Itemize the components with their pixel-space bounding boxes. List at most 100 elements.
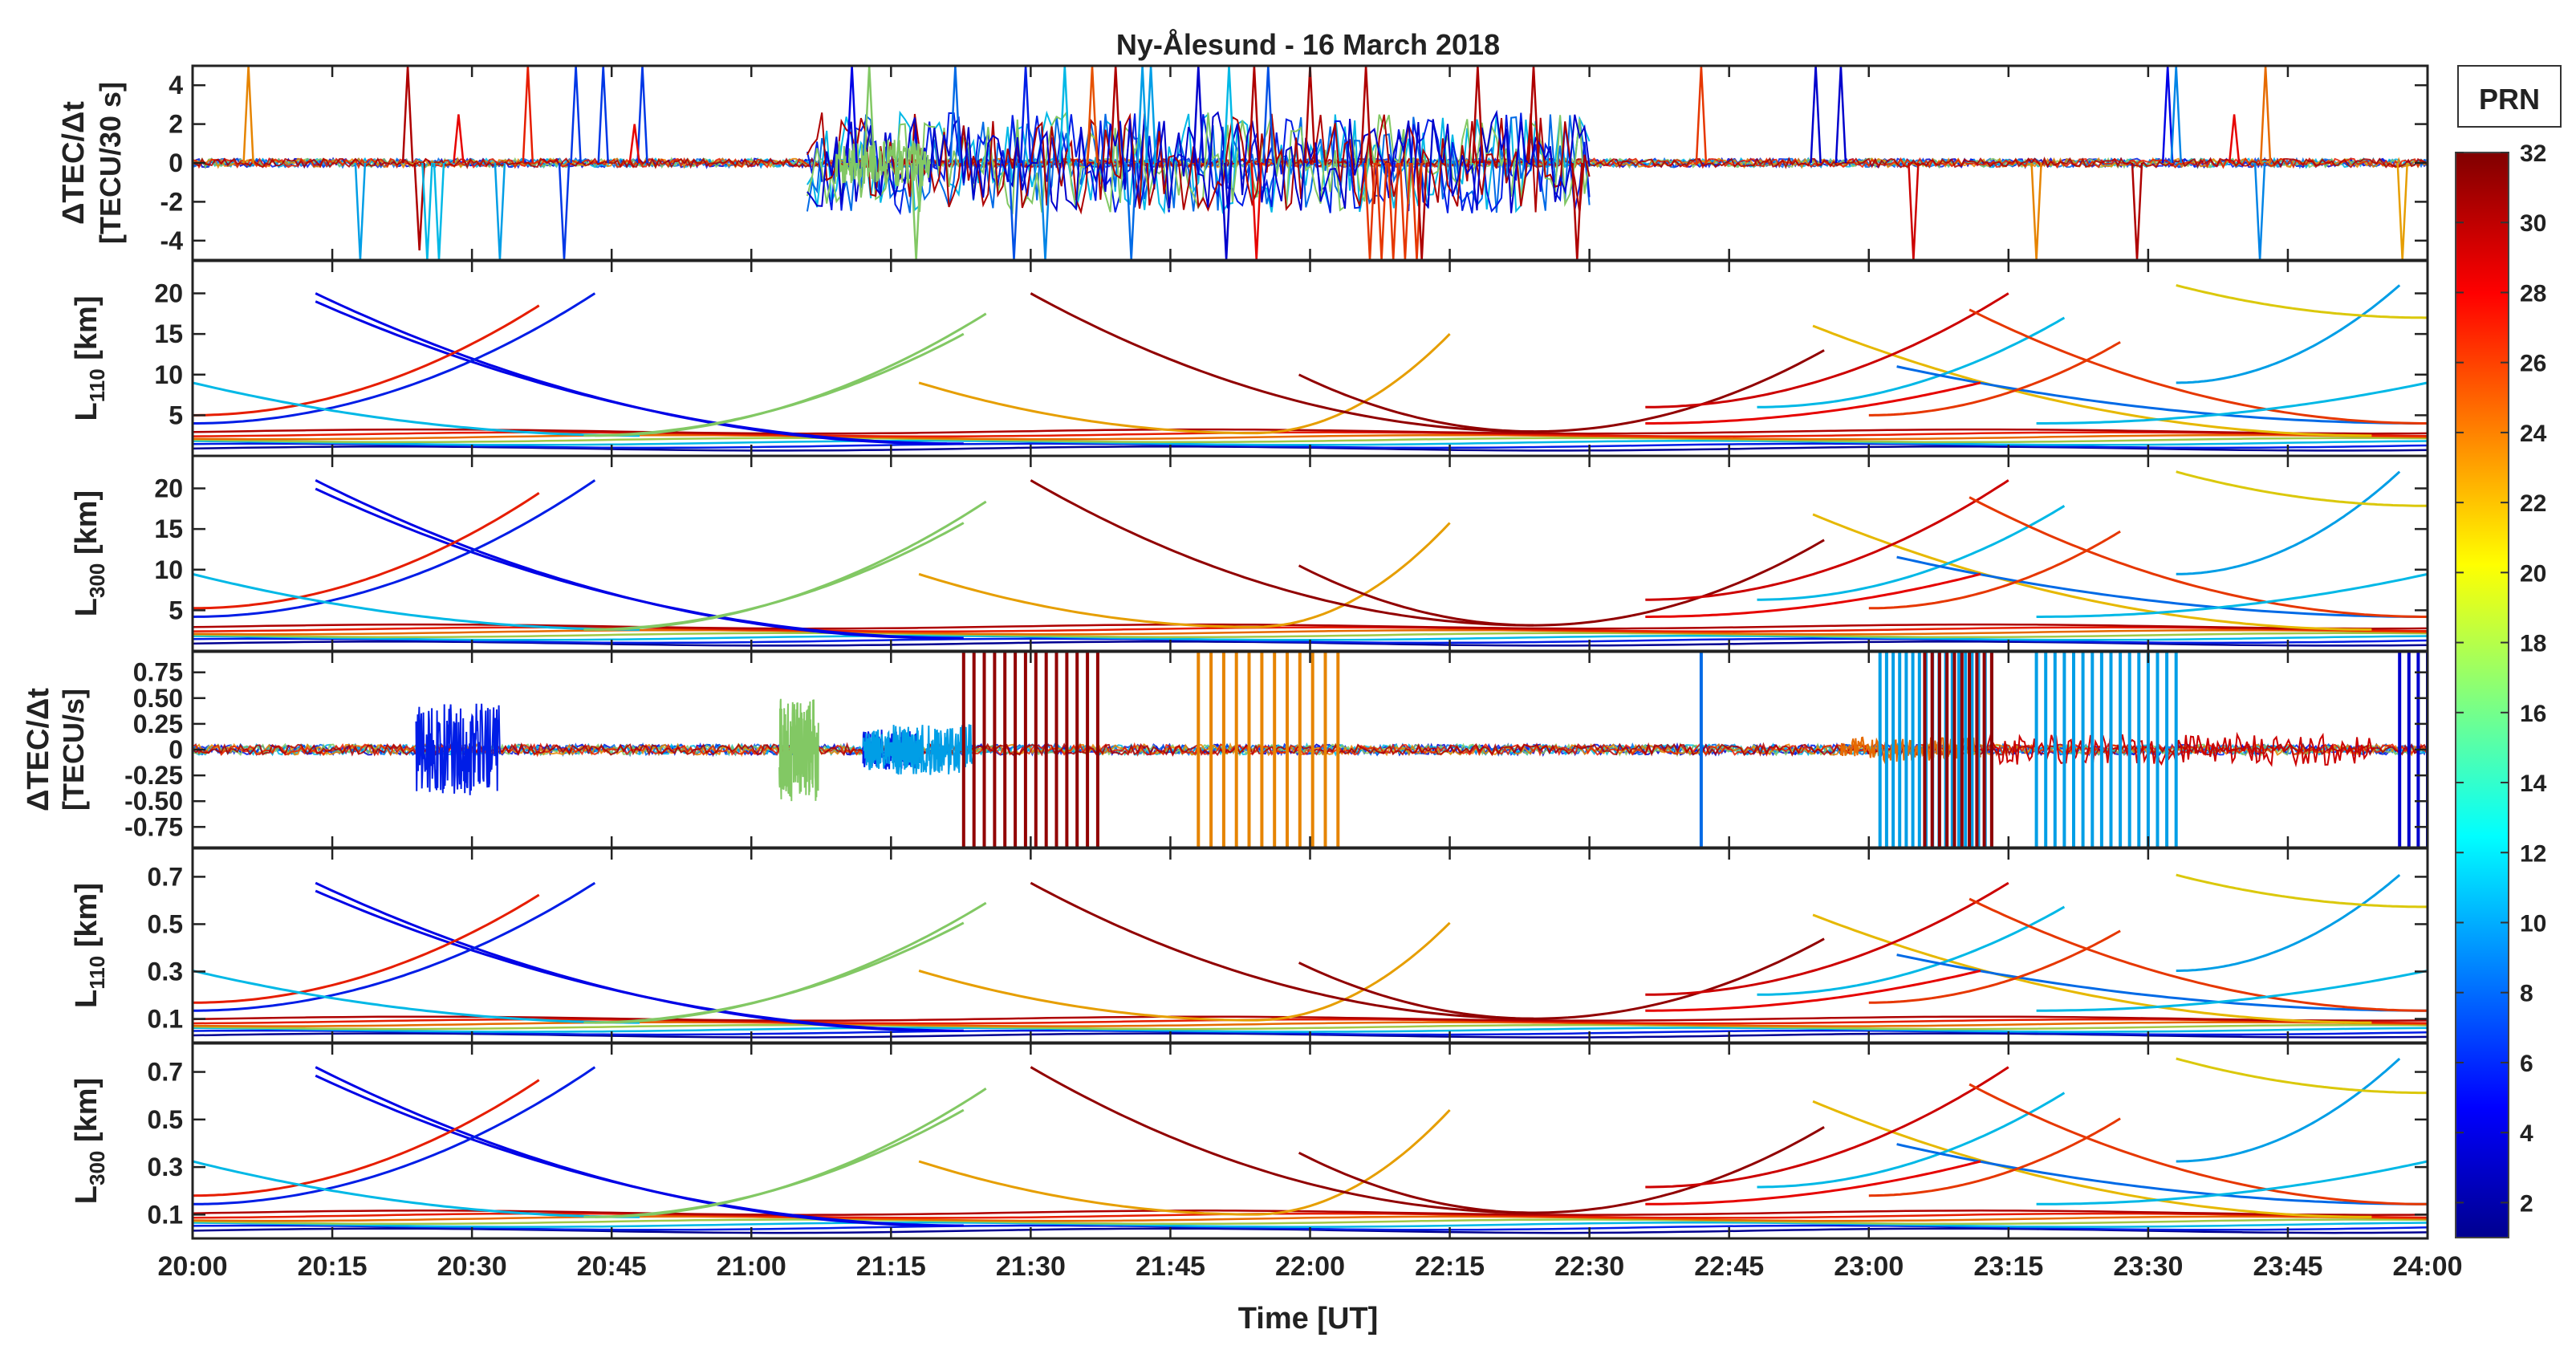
panel-series — [193, 470, 2428, 647]
y-tick-label: 0.3 — [148, 1153, 183, 1181]
colorbar-tick-label: 18 — [2520, 631, 2546, 657]
baseline-track-prn-27 — [193, 1212, 2428, 1219]
y-tick-label: 20 — [154, 279, 183, 308]
rate-spike — [1136, 66, 1148, 164]
arc-prn-31 — [1030, 1066, 1534, 1214]
y-tick-label: 0.75 — [133, 658, 183, 687]
chart-title: Ny-Ålesund - 16 March 2018 — [1116, 28, 1500, 61]
rate-spike — [1086, 66, 1099, 164]
y-axis-label: L300 [km] — [70, 490, 109, 616]
colorbar-tick-label: 14 — [2520, 770, 2547, 797]
rate-spike — [242, 66, 254, 164]
rate-burst-prn-11 — [890, 724, 976, 775]
y-axis-label: L110 [km] — [70, 883, 109, 1008]
colorbar-tick-label: 30 — [2520, 210, 2546, 237]
baseline-track-prn-30 — [193, 428, 2428, 435]
arc-prn-17 — [583, 921, 965, 1024]
arc-prn-20 — [2176, 873, 2428, 909]
arc-prn-31 — [1298, 937, 1825, 1020]
arc-prn-22 — [918, 522, 1451, 628]
x-tick-label: 20:00 — [158, 1251, 228, 1282]
arc-prn-5 — [315, 889, 964, 1032]
rate-spike — [636, 66, 648, 164]
panel-series — [193, 283, 2428, 452]
y-axis-label-subscript: 110 — [85, 956, 109, 990]
arc-prn-31 — [1030, 479, 1534, 627]
panel-4: 0.750.500.250-0.25-0.50-0.75 ΔTEC/Δt [TECU… — [22, 650, 2429, 849]
arc-prn-21 — [1812, 513, 2372, 631]
y-axis-label-main: L — [70, 402, 104, 421]
rate-spike — [597, 66, 609, 164]
baseline-track-prn-18 — [193, 1218, 2428, 1226]
arc-prn-5 — [315, 487, 964, 640]
arc-prn-31 — [1298, 349, 1825, 433]
x-tick-label: 21:30 — [996, 1251, 1066, 1282]
rate-burst-prn-4 — [807, 109, 1591, 213]
rate-spike — [1144, 66, 1157, 164]
arc-prn-21 — [1812, 913, 2372, 1024]
arc-prn-28 — [1645, 970, 1981, 1012]
colorbar-tick-label: 28 — [2520, 280, 2546, 307]
y-tick-label: -4 — [160, 226, 184, 255]
rate-spike — [1411, 162, 1423, 260]
rate-spike — [401, 66, 414, 164]
y-axis-label: L110 [km] — [70, 296, 109, 421]
rate-spike — [1039, 162, 1051, 260]
x-tick-label: 23:45 — [2253, 1251, 2322, 1282]
arc-prn-31 — [1030, 292, 1534, 433]
rate-spike — [1387, 162, 1400, 260]
y-axis-label: L300 [km] — [70, 1078, 109, 1204]
arc-prn-6 — [193, 1066, 596, 1206]
arc-prn-27 — [193, 492, 540, 610]
y-tick-label: 5 — [169, 596, 183, 624]
baseline-track-prn-30 — [193, 1210, 2428, 1216]
y-axis-label-unit: [km] — [70, 883, 104, 956]
y-axis-label-subscript: 110 — [85, 368, 109, 402]
arc-prn-22 — [918, 921, 1451, 1022]
y-tick-label: 5 — [169, 400, 183, 429]
arc-prn-17 — [583, 332, 965, 437]
arc-prn-22 — [918, 333, 1451, 435]
colorbar-tick-label: 2 — [2520, 1190, 2533, 1217]
rate-spike — [1019, 66, 1032, 164]
rate-spike — [522, 66, 534, 164]
rate-spike — [846, 66, 858, 164]
panel-5: 0.7 0.5 0.3 0.1 L110 [km] — [70, 847, 2429, 1044]
arc-prn-12 — [2036, 381, 2428, 425]
rate-spike — [2259, 66, 2272, 164]
y-tick-label: 20 — [154, 474, 183, 503]
rate-spike — [1262, 66, 1274, 164]
x-axis: 20:00 20:15 20:30 20:45 21:00 21:15 21:30 21:45… — [158, 1251, 2463, 1282]
arc-prn-12 — [193, 970, 640, 1024]
panel-3: 20 15 10 5 L300 [km] — [70, 454, 2429, 653]
y-axis-label-main: L — [70, 990, 104, 1008]
panel-series — [193, 652, 2428, 848]
x-tick-label: 22:15 — [1415, 1251, 1485, 1282]
arc-prn-9 — [1896, 953, 2428, 1012]
arc-prn-20 — [2176, 283, 2428, 319]
y-axis-label: ΔTEC/Δt — [57, 101, 91, 225]
rate-burst-prn-24 — [1839, 736, 1981, 765]
x-tick-label: 24:00 — [2393, 1251, 2463, 1282]
baseline-track-prn-24 — [193, 628, 2428, 636]
arc-prn-28 — [1645, 381, 1981, 425]
arc-prn-12 — [193, 572, 640, 631]
y-axis-label-subscript: 300 — [85, 563, 109, 598]
arc-prn-29 — [1645, 881, 2009, 996]
arc-prn-12 — [2036, 970, 2428, 1012]
x-tick-label: 20:30 — [437, 1251, 507, 1282]
colorbar-tick-label: 16 — [2520, 701, 2546, 727]
arc-prn-28 — [1645, 1160, 1981, 1206]
rate-spike — [2253, 162, 2266, 260]
arc-prn-31 — [1030, 881, 1534, 1020]
arc-prn-5 — [315, 1074, 964, 1227]
rate-spike — [1223, 66, 1235, 164]
rate-spike — [2131, 162, 2143, 260]
y-tick-label: 0.50 — [133, 684, 183, 713]
y-tick-label: 0.25 — [133, 709, 183, 738]
panel-1: 4 2 0 -2 -4 ΔTEC/Δt [TECU/30 s] — [57, 64, 2429, 262]
arc-prn-26 — [1969, 1083, 2428, 1206]
arc-prn-31 — [1298, 1126, 1825, 1214]
